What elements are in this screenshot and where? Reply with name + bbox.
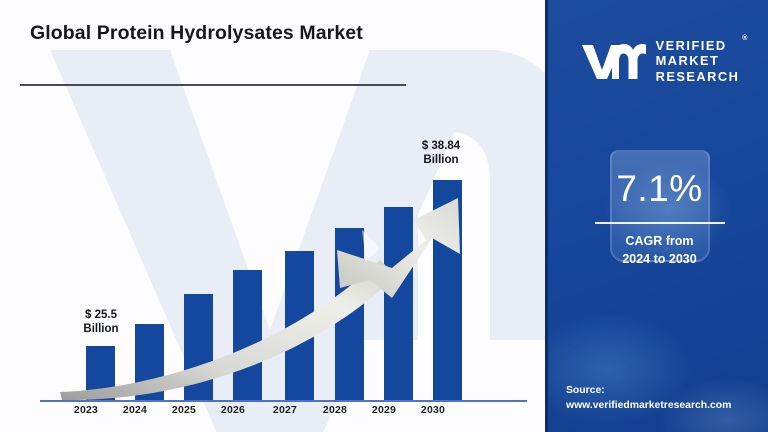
bar-2030 [433,180,462,400]
xtick-2027: 2027 [272,404,298,416]
data-label-2030-value: $ 38.84 [421,140,461,152]
cagr-value: 7.1% [616,168,703,209]
source-label: Source: [566,385,605,396]
xtick-2024: 2024 [122,404,148,416]
bar-2026 [233,270,262,400]
source-url[interactable]: www.verifiedmarketresearch.com [566,400,732,412]
bar-2023 [86,346,115,400]
xtick-2029: 2029 [371,404,397,416]
bar-2029 [384,207,413,400]
title-divider [20,84,406,86]
brand-line-1: VERIFIED [655,37,727,53]
chart-panel: Global Protein Hydrolysates Market [20,22,545,432]
xtick-2030: 2030 [420,404,446,416]
vmr-logo-icon [581,44,646,79]
background-photo [548,120,768,432]
registered-mark: ® [742,34,748,42]
brand-line-2: MARKET [655,53,720,69]
data-label-2023-unit: Billion [83,323,119,336]
brand-logo-text: VERIFIED MARKET RESEARCH ® [655,35,748,85]
data-label-2030-unit: Billion [423,154,459,167]
page-title: Global Protein Hydrolysates Market [30,22,363,44]
xtick-2028: 2028 [322,404,348,416]
bar-2025 [184,294,213,400]
x-axis-line [40,400,527,402]
cagr-divider [595,222,725,224]
cagr-caption-line-1: CAGR from [625,234,694,248]
xtick-2023: 2023 [73,404,99,416]
brand-logo: VERIFIED MARKET RESEARCH ® [548,24,768,98]
xtick-2025: 2025 [171,404,197,416]
bar-2028 [335,228,364,400]
data-label-2023: $ 25.5 Billion [58,308,144,337]
cagr-caption-line-2: 2024 to 2030 [622,252,697,267]
xtick-2026: 2026 [220,404,246,416]
bar-2027 [285,251,314,400]
data-label-2030: $ 38.84 Billion [398,139,484,168]
brand-line-3: RESEARCH [655,68,740,84]
glass-jar-graphic [610,150,710,262]
source-block: Source: www.verifiedmarketresearch.com [566,383,768,413]
brand-panel: VERIFIED MARKET RESEARCH ® 7.1% CAGR fro… [545,0,768,432]
cagr-caption: CAGR from 2024 to 2030 [548,232,768,268]
data-label-2023-value: $ 25.5 [85,309,117,321]
